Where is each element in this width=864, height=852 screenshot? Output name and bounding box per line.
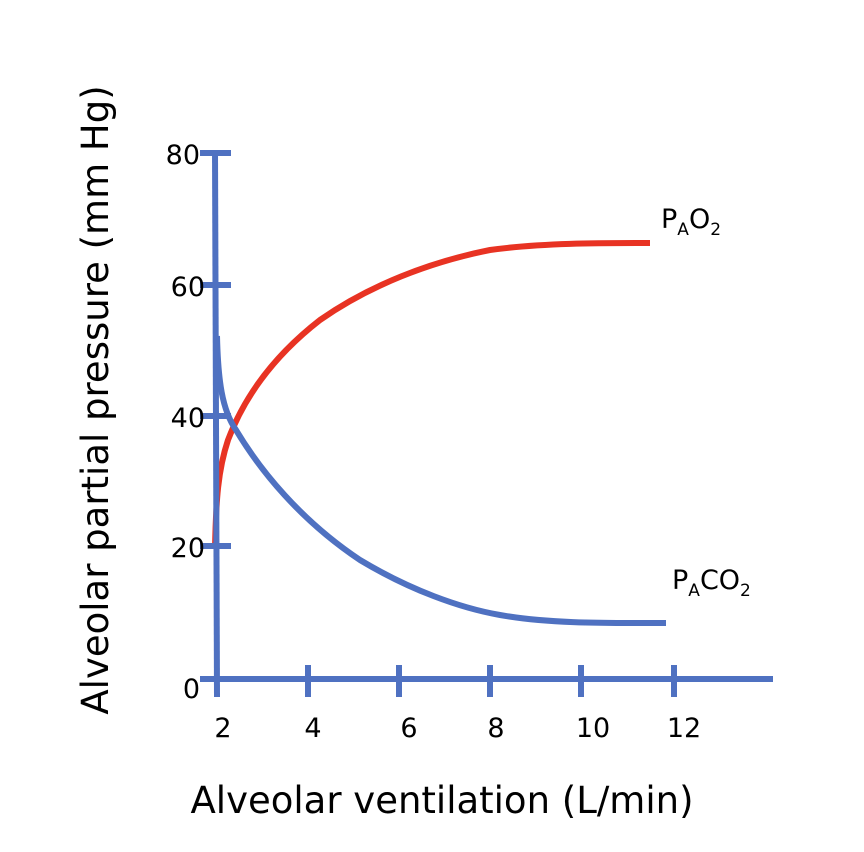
y-axis-title: Alveolar partial pressure (mm Hg) bbox=[74, 85, 117, 714]
y-tick-label-0: 0 bbox=[183, 674, 200, 705]
paco2-label: PACO2 bbox=[672, 565, 751, 601]
pao2-label: PAO2 bbox=[661, 204, 721, 240]
y-tick-label-20: 20 bbox=[171, 533, 205, 564]
paco2-curve bbox=[214, 335, 667, 627]
x-tick-label-8: 8 bbox=[487, 713, 504, 744]
x-axis-title: Alveolar ventilation (L/min) bbox=[190, 779, 693, 822]
x-tick-label-4: 4 bbox=[304, 713, 321, 744]
x-tick-label-2: 2 bbox=[214, 713, 231, 744]
x-axis bbox=[200, 665, 773, 697]
y-tick-label-80: 80 bbox=[166, 140, 200, 171]
x-tick-label-10: 10 bbox=[576, 713, 610, 744]
pao2-curve bbox=[212, 240, 651, 549]
y-axis bbox=[200, 149, 231, 698]
x-tick-label-12: 12 bbox=[667, 713, 701, 744]
x-tick-label-6: 6 bbox=[400, 713, 417, 744]
y-tick-label-60: 60 bbox=[171, 272, 205, 303]
y-tick-label-40: 40 bbox=[171, 403, 205, 434]
